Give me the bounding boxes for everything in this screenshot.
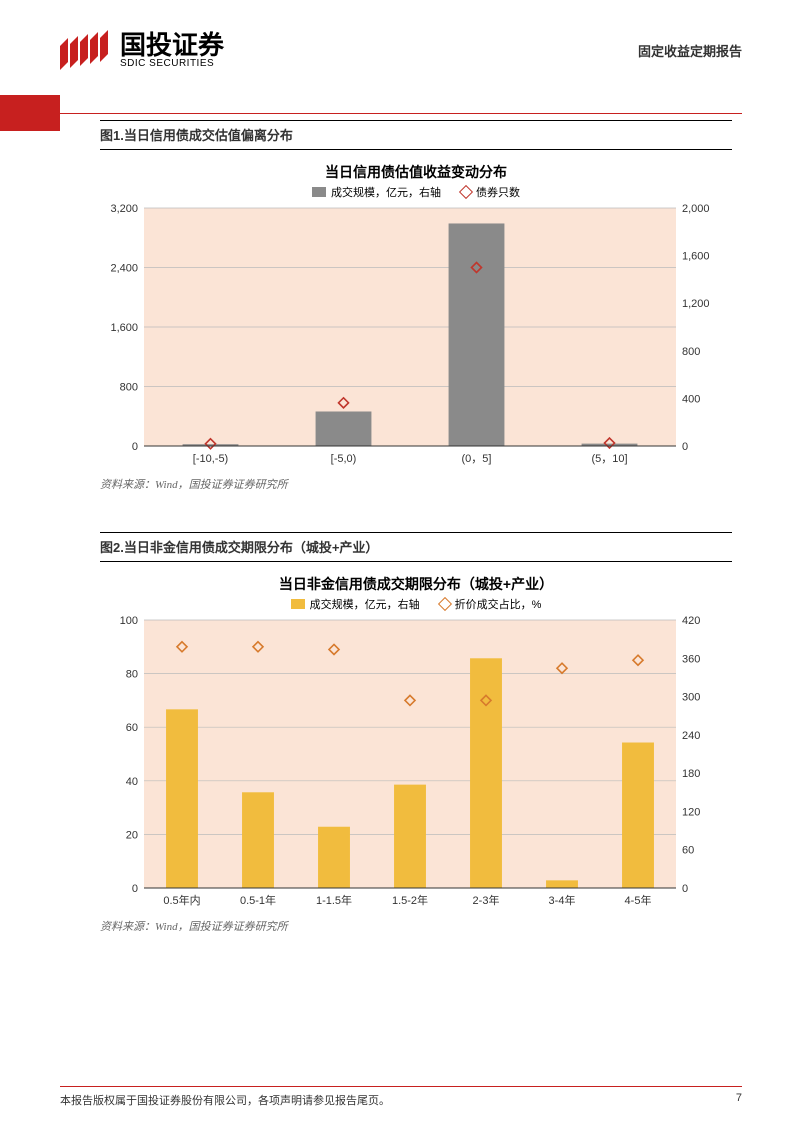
header-red-strip xyxy=(0,95,60,131)
bar-swatch-icon xyxy=(291,599,305,609)
svg-text:0.5-1年: 0.5-1年 xyxy=(240,893,276,907)
svg-text:300: 300 xyxy=(682,692,700,704)
chart-1-title: 当日信用债估值收益变动分布 xyxy=(100,156,732,184)
header-report-type: 固定收益定期报告 xyxy=(638,41,742,60)
svg-text:1,200: 1,200 xyxy=(682,298,710,310)
svg-text:800: 800 xyxy=(682,346,700,358)
svg-text:3,200: 3,200 xyxy=(110,204,138,215)
svg-text:2-3年: 2-3年 xyxy=(473,893,500,907)
svg-text:60: 60 xyxy=(126,722,138,734)
chart-2-legend: 成交规模，亿元，右轴 折价成交占比，% xyxy=(100,596,732,616)
svg-text:100: 100 xyxy=(120,616,138,627)
chart-1-svg: 0 800 1,600 2,400 3,200 0 400 800 1,200 1,600 2,00… xyxy=(100,204,720,474)
footer-copyright: 本报告版权属于国投证券股份有限公司，各项声明请参见报告尾页。 xyxy=(60,1092,390,1108)
svg-text:3-4年: 3-4年 xyxy=(549,893,576,907)
svg-text:40: 40 xyxy=(126,776,138,788)
svg-text:[-10,-5): [-10,-5) xyxy=(193,453,228,465)
chart-1-legend-diamond: 债券只数 xyxy=(461,184,520,200)
legend-diamond-label: 折价成交占比，% xyxy=(455,596,542,612)
svg-text:1,600: 1,600 xyxy=(110,322,138,334)
figure-2-block: 图2.当日非金信用债成交期限分布（城投+产业） 当日非金信用债成交期限分布（城投… xyxy=(100,532,732,934)
chart-2-title: 当日非金信用债成交期限分布（城投+产业） xyxy=(100,568,732,596)
svg-text:120: 120 xyxy=(682,806,700,818)
svg-text:1,600: 1,600 xyxy=(682,251,710,263)
company-logo-icon xyxy=(60,30,110,70)
chart-1-source: 资料来源：Wind，国投证券证券研究所 xyxy=(100,474,732,492)
diamond-swatch-icon xyxy=(459,185,473,199)
bar-swatch-icon xyxy=(312,187,326,197)
figure-2-title-row: 图2.当日非金信用债成交期限分布（城投+产业） xyxy=(100,532,732,562)
legend-diamond-label: 债券只数 xyxy=(476,184,520,200)
figure-1-title-row: 图1.当日信用债成交估值偏离分布 xyxy=(100,120,732,150)
svg-text:2,000: 2,000 xyxy=(682,204,710,215)
svg-text:0: 0 xyxy=(682,441,688,453)
svg-text:2,400: 2,400 xyxy=(110,263,138,275)
chart-2-container: 当日非金信用债成交期限分布（城投+产业） 成交规模，亿元，右轴 折价成交占比，%… xyxy=(100,568,732,916)
svg-text:20: 20 xyxy=(126,829,138,841)
figure-1-label: 图1.当日信用债成交估值偏离分布 xyxy=(100,128,293,143)
svg-text:1-1.5年: 1-1.5年 xyxy=(316,893,352,907)
svg-text:60: 60 xyxy=(682,845,694,857)
page-content: 图1.当日信用债成交估值偏离分布 当日信用债估值收益变动分布 成交规模，亿元，右… xyxy=(0,80,802,934)
logo-text-cn: 国投证券 xyxy=(120,32,224,58)
svg-text:4-5年: 4-5年 xyxy=(625,893,652,907)
svg-text:(5，10]: (5，10] xyxy=(591,453,627,465)
svg-text:400: 400 xyxy=(682,393,700,405)
chart-1-container: 当日信用债估值收益变动分布 成交规模，亿元，右轴 债券只数 0 800 1,600 2… xyxy=(100,156,732,474)
svg-text:180: 180 xyxy=(682,768,700,780)
svg-text:0: 0 xyxy=(682,883,688,895)
svg-text:0: 0 xyxy=(132,441,138,453)
chart-1-legend: 成交规模，亿元，右轴 债券只数 xyxy=(100,184,732,204)
chart-2-source: 资料来源：Wind，国投证券证券研究所 xyxy=(100,916,732,934)
svg-text:[-5,0): [-5,0) xyxy=(331,453,357,465)
legend-bar-label: 成交规模，亿元，右轴 xyxy=(331,184,441,200)
figure-1-block: 图1.当日信用债成交估值偏离分布 当日信用债估值收益变动分布 成交规模，亿元，右… xyxy=(100,120,732,492)
chart-1-legend-bar: 成交规模，亿元，右轴 xyxy=(312,184,441,200)
svg-text:(0，5]: (0，5] xyxy=(462,453,492,465)
page-header: 国投证券 SDIC SECURITIES 固定收益定期报告 xyxy=(0,0,802,80)
logo-text-en: SDIC SECURITIES xyxy=(120,58,224,69)
chart-2-legend-diamond: 折价成交占比，% xyxy=(440,596,542,612)
figure-2-label: 图2.当日非金信用债成交期限分布（城投+产业） xyxy=(100,540,378,555)
svg-text:80: 80 xyxy=(126,669,138,681)
svg-text:0: 0 xyxy=(132,883,138,895)
diamond-swatch-icon xyxy=(438,597,452,611)
svg-text:240: 240 xyxy=(682,730,700,742)
footer-page-number: 7 xyxy=(736,1092,742,1108)
chart-2-svg: 0 20 40 60 80 100 0 60 120 180 240 300 360 420 0.5年内 0.… xyxy=(100,616,720,916)
page-footer: 本报告版权属于国投证券股份有限公司，各项声明请参见报告尾页。 7 xyxy=(60,1086,742,1108)
svg-text:0.5年内: 0.5年内 xyxy=(163,893,200,907)
svg-text:800: 800 xyxy=(120,382,138,394)
svg-text:420: 420 xyxy=(682,616,700,627)
header-red-line xyxy=(60,113,742,114)
svg-text:360: 360 xyxy=(682,653,700,665)
svg-text:1.5-2年: 1.5-2年 xyxy=(392,893,428,907)
legend-bar-label: 成交规模，亿元，右轴 xyxy=(310,596,420,612)
logo-block: 国投证券 SDIC SECURITIES xyxy=(60,30,224,70)
chart-2-legend-bar: 成交规模，亿元，右轴 xyxy=(291,596,420,612)
